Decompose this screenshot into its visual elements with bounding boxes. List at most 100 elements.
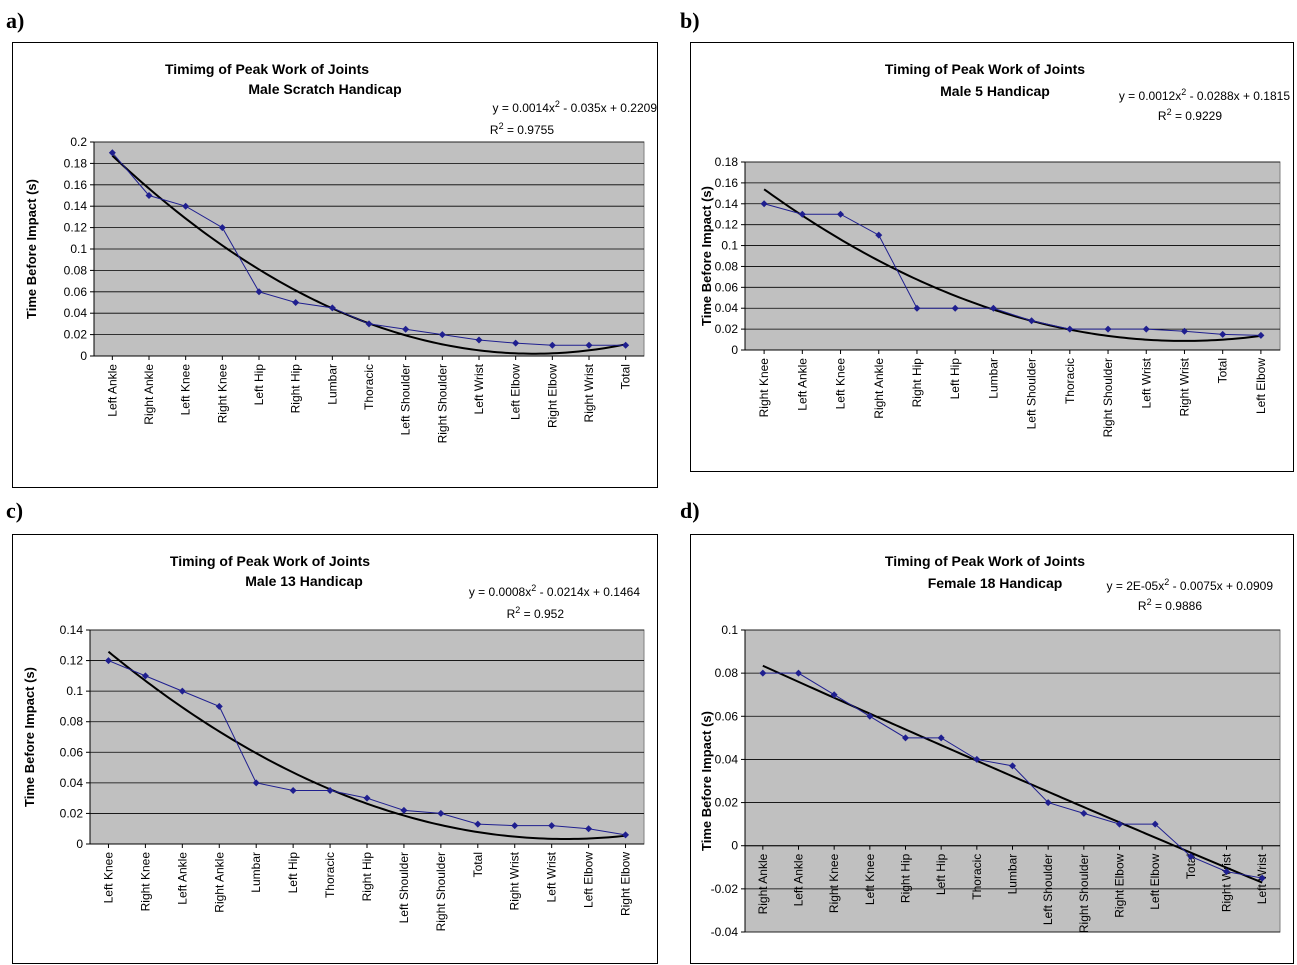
y-tick-label: 0.1 <box>721 623 738 637</box>
data-point <box>759 669 767 677</box>
y-tick-label: 0.08 <box>64 263 88 277</box>
chart-title: Timing of Peak Work of Joints <box>885 61 1085 77</box>
data-point <box>1116 820 1123 828</box>
data-point <box>1258 874 1266 882</box>
data-point <box>951 304 959 312</box>
x-tick-label: Lumbar <box>249 852 263 893</box>
x-tick-label: Right Wrist <box>1177 357 1191 416</box>
trend-equation-sup: 2 <box>1181 87 1186 97</box>
y-tick-label: 0.18 <box>715 155 739 169</box>
x-tick-label: Left Knee <box>179 364 193 416</box>
trend-equation: y = 0.0008x2 - 0.0214x + 0.1464 <box>469 583 640 599</box>
y-tick-label: 0.16 <box>64 178 88 192</box>
x-tick-label: Left Hip <box>286 852 300 894</box>
x-tick-label: Left Ankle <box>792 853 806 906</box>
data-point <box>1223 868 1230 876</box>
trend-equation-rest: - 0.0288x + 0.1815 <box>1186 89 1290 103</box>
x-tick-label: Thoracic <box>362 364 376 410</box>
x-tick-label: Left Elbow <box>1254 358 1268 414</box>
data-point <box>548 341 556 349</box>
trend-equation-part: y = 0.0014x <box>493 101 555 115</box>
data-point <box>622 341 630 349</box>
x-tick-label: Left Shoulder <box>399 364 413 435</box>
chart-title: Timimg of Peak Work of Joints <box>165 61 369 77</box>
data-point <box>989 304 997 312</box>
data-point <box>548 822 556 830</box>
y-tick-label: 0.06 <box>64 285 88 299</box>
x-tick-label: Left Knee <box>863 853 877 905</box>
x-tick-label: Right Ankle <box>756 853 770 914</box>
r-squared: R2 = 0.9755 <box>490 121 554 137</box>
data-point <box>292 299 300 306</box>
x-tick-label: Left Wrist <box>472 363 486 414</box>
x-tick-label: Total <box>1216 358 1230 383</box>
trend-equation-part: y = 2E-05x <box>1107 579 1165 593</box>
y-tick-label: 0.06 <box>715 709 739 723</box>
y-tick-label: 0.02 <box>715 796 739 810</box>
x-tick-label: Right Knee <box>138 852 152 912</box>
trendline <box>763 188 1262 342</box>
data-point <box>1104 325 1112 333</box>
r-squared-part: R <box>1158 109 1167 123</box>
r-squared: R2 = 0.9229 <box>1158 107 1222 123</box>
x-tick-label: Left Knee <box>834 358 848 410</box>
chart-c: 0 0.02 0.04 0.06 0.08 0.1 0.12 0.14 Left Knee Rig… <box>12 534 658 964</box>
trend-equation-sup: 2 <box>555 99 560 109</box>
y-axis-label: Time Before Impact (s) <box>22 667 37 807</box>
data-point <box>1080 809 1088 817</box>
x-tick-label: Left Elbow <box>1148 853 1162 909</box>
x-tick-label: Right Elbow <box>545 364 559 428</box>
plot-area <box>744 629 1281 933</box>
data-point <box>289 787 297 794</box>
r-squared-part: R <box>1138 599 1147 613</box>
data-point <box>585 825 593 833</box>
data-point <box>585 341 593 349</box>
y-tick-label: 0.1 <box>70 242 87 256</box>
data-point <box>795 669 802 677</box>
r-squared-rest: = 0.9755 <box>504 123 555 137</box>
x-tick-label: Thoracic <box>323 852 337 898</box>
y-tick-label: 0.14 <box>715 197 739 211</box>
panel-letter-c: c) <box>6 498 24 523</box>
data-point <box>1257 331 1265 339</box>
data-point <box>973 755 981 763</box>
r-squared: R2 = 0.9886 <box>1138 597 1202 613</box>
x-tick-label: Right Elbow <box>619 852 633 916</box>
trend-equation-sup: 2 <box>1164 577 1169 587</box>
data-point <box>255 288 263 296</box>
x-tick-label: Right Wrist <box>582 363 596 422</box>
x-tick-label: Left Ankle <box>795 358 809 411</box>
y-axis-label: Time Before Impact (s) <box>24 179 39 319</box>
data-point <box>104 657 112 665</box>
y-axis-label: Time Before Impact (s) <box>699 186 714 326</box>
plot-area <box>89 629 645 845</box>
chart-subtitle: Male Scratch Handicap <box>248 81 401 97</box>
data-point <box>830 691 838 699</box>
data-point <box>363 794 371 802</box>
r-squared-rest: = 0.9886 <box>1152 599 1203 613</box>
x-tick-label: Left Elbow <box>582 852 596 908</box>
y-tick-label: -0.02 <box>711 882 739 896</box>
data-point <box>1028 317 1036 325</box>
trend-equation-rest: - 0.035x + 0.2209 <box>560 101 657 115</box>
data-point <box>937 734 945 742</box>
trend-equation: y = 0.0012x2 - 0.0288x + 0.1815 <box>1119 87 1290 103</box>
plot-area <box>744 161 1281 351</box>
x-tick-label: Total <box>619 364 633 389</box>
chart-subtitle: Male 5 Handicap <box>940 83 1050 99</box>
data-point <box>902 734 909 742</box>
r-squared-rest: = 0.952 <box>520 607 564 621</box>
data-point <box>511 822 519 830</box>
data-point <box>1151 820 1159 828</box>
x-tick-label: Right Wrist <box>508 851 522 910</box>
trend-equation: y = 0.0014x2 - 0.035x + 0.2209 <box>493 99 658 115</box>
data-point <box>400 806 408 814</box>
r-squared-part: R <box>507 607 516 621</box>
data-point <box>866 712 874 720</box>
trend-equation: y = 2E-05x2 - 0.0075x + 0.0909 <box>1107 577 1274 593</box>
r-squared-sup: 2 <box>499 121 504 131</box>
trendline <box>107 650 626 840</box>
data-point <box>837 210 845 218</box>
data-point <box>475 336 483 344</box>
r-squared-sup: 2 <box>515 605 520 615</box>
